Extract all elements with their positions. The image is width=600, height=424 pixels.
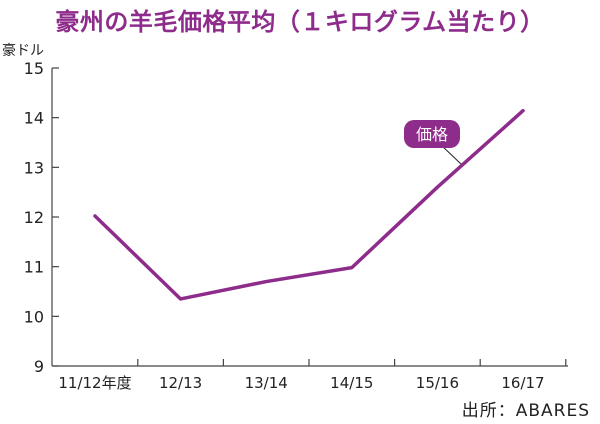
chart-title: 豪州の羊毛価格平均（１キログラム当たり） (55, 8, 545, 36)
y-tick-label: 9 (34, 357, 44, 376)
y-tick-label: 13 (24, 158, 44, 177)
y-tick-label: 11 (24, 258, 44, 277)
series-group (93, 108, 525, 301)
x-tick-label: 11/12年度 (58, 374, 131, 392)
x-tick-label: 16/17 (501, 374, 544, 392)
y-tick-label: 15 (24, 59, 44, 78)
series-callout: 価格 (404, 120, 462, 165)
source-note: 出所：ABARES (461, 401, 590, 421)
x-ticks: 11/12年度 12/13 13/14 14/15 15/16 16/17 (58, 359, 567, 392)
axes (51, 68, 568, 367)
x-tick-label: 15/16 (416, 374, 459, 392)
x-tick-label: 12/13 (159, 374, 202, 392)
y-ticks: 9 10 11 12 13 14 15 (24, 59, 59, 376)
callout-box (404, 120, 460, 148)
y-tick-label: 14 (24, 109, 44, 128)
x-tick-label: 14/15 (330, 374, 373, 392)
series-label: 価格 (416, 125, 448, 144)
x-tick-label: 13/14 (245, 374, 288, 392)
series-line (93, 108, 525, 301)
y-tick-label: 12 (24, 208, 44, 227)
y-axis-label: 豪ドル (2, 43, 44, 59)
y-tick-label: 10 (24, 307, 44, 326)
